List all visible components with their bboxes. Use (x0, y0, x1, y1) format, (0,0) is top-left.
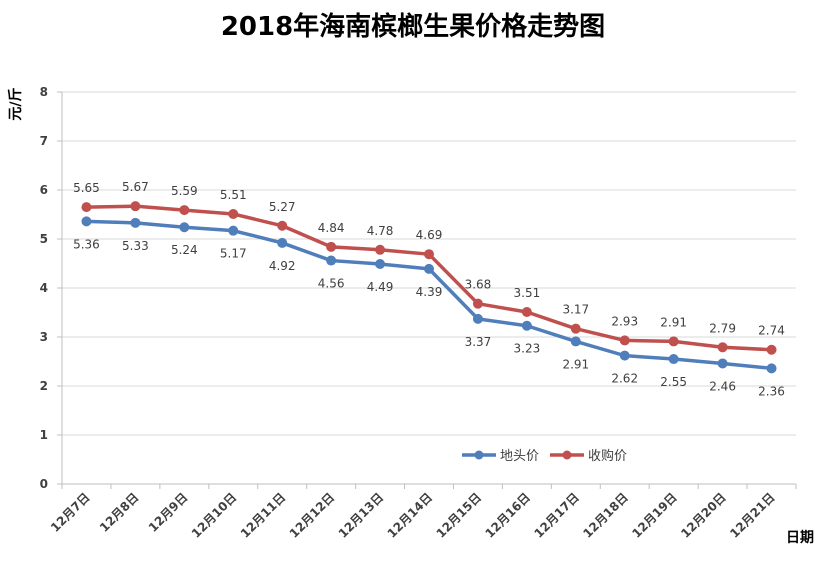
x-axis-label: 日期 (786, 530, 814, 546)
data-label: 3.37 (465, 335, 492, 349)
data-point (619, 350, 630, 361)
data-label: 3.17 (562, 303, 589, 317)
data-label: 3.68 (465, 278, 492, 292)
chart-title: 2018年海南槟榔生果价格走势图 (221, 11, 605, 42)
x-tick-label: 12月17日 (531, 490, 581, 540)
data-point (717, 342, 728, 353)
x-tick-label: 12月19日 (629, 490, 679, 540)
x-tick-label: 12月15日 (434, 490, 484, 540)
y-tick-label: 2 (40, 379, 48, 393)
data-point (717, 358, 728, 369)
data-label: 4.56 (318, 277, 345, 291)
data-label: 5.36 (73, 237, 100, 251)
data-point (179, 222, 190, 233)
x-tick-label: 12月14日 (385, 490, 435, 540)
legend-label: 收购价 (588, 448, 627, 464)
data-point (228, 225, 239, 236)
data-label: 4.39 (416, 285, 443, 299)
data-point (472, 313, 483, 324)
data-label: 4.49 (367, 280, 394, 294)
data-point (668, 336, 679, 347)
y-tick-label: 7 (40, 134, 48, 148)
x-tick-label: 12月7日 (48, 490, 93, 535)
data-point (81, 202, 92, 213)
y-axis-label: 元/斤 (7, 87, 24, 120)
data-label: 2.46 (709, 379, 736, 393)
data-point (472, 298, 483, 309)
data-label: 3.51 (514, 286, 541, 300)
data-label: 5.27 (269, 200, 296, 214)
data-label: 5.33 (122, 239, 149, 253)
data-point (130, 201, 141, 212)
data-label: 2.91 (660, 315, 687, 329)
data-label: 5.51 (220, 188, 247, 202)
data-point (130, 217, 141, 228)
data-label: 5.67 (122, 180, 149, 194)
data-point (619, 335, 630, 346)
data-label: 2.91 (562, 357, 589, 371)
data-point (766, 344, 777, 355)
legend-swatch-marker (474, 450, 484, 460)
y-tick-label: 3 (40, 330, 48, 344)
data-labels: 5.36 5.33 5.24 5.17 4.92 4.56 4.49 4.39 3.37 3.23… (73, 180, 785, 398)
data-label: 4.69 (416, 228, 443, 242)
data-point (277, 237, 288, 248)
data-label: 5.24 (171, 243, 198, 257)
data-point (424, 263, 434, 274)
x-tick-label: 12月8日 (97, 490, 142, 535)
data-point (668, 354, 679, 365)
legend-swatch-marker (562, 450, 572, 460)
legend: 地头价 收购价 (462, 448, 627, 464)
data-label: 2.79 (709, 321, 736, 335)
y-tick-label: 4 (40, 281, 48, 295)
data-point (375, 244, 386, 255)
x-tick-label: 12月20日 (678, 490, 728, 540)
data-label: 3.23 (514, 342, 541, 356)
data-label: 5.59 (171, 184, 198, 198)
y-tick-label: 6 (40, 183, 48, 197)
data-label: 2.62 (611, 372, 638, 386)
data-label: 4.84 (318, 221, 345, 235)
data-point (570, 323, 581, 334)
data-label: 5.17 (220, 247, 247, 261)
data-point (326, 241, 337, 252)
data-label: 2.74 (758, 324, 785, 338)
legend-label: 地头价 (500, 449, 539, 464)
x-tick-label: 12月11日 (238, 490, 288, 540)
y-tick-label: 8 (40, 85, 48, 99)
y-tick-label: 1 (40, 428, 48, 442)
data-point (228, 209, 239, 220)
data-point (766, 363, 777, 374)
data-label: 4.92 (269, 259, 296, 273)
data-label: 2.55 (660, 375, 687, 389)
data-point (375, 258, 386, 269)
data-point (570, 336, 581, 347)
data-label: 4.78 (367, 224, 394, 238)
data-point (521, 307, 532, 318)
x-tick-label: 12月13日 (336, 490, 386, 540)
x-tick-label: 12月9日 (146, 490, 191, 535)
y-tick-label: 5 (40, 232, 48, 246)
data-label: 2.93 (611, 314, 638, 328)
gridlines (62, 91, 796, 436)
x-tick-label: 12月21日 (727, 490, 777, 540)
x-tick-label: 12月10日 (189, 490, 239, 540)
data-label: 2.36 (758, 384, 785, 398)
x-tick-label: 12月16日 (482, 490, 532, 540)
y-tick-label: 0 (40, 477, 48, 491)
data-point (277, 220, 288, 231)
data-point (179, 205, 190, 216)
series-lines (81, 201, 777, 374)
data-point (81, 216, 92, 227)
data-label: 5.65 (73, 181, 100, 195)
x-tick-label: 12月18日 (580, 490, 630, 540)
data-point (326, 255, 337, 266)
data-point (521, 320, 532, 331)
x-tick-label: 12月12日 (287, 490, 337, 540)
data-point (424, 249, 434, 260)
